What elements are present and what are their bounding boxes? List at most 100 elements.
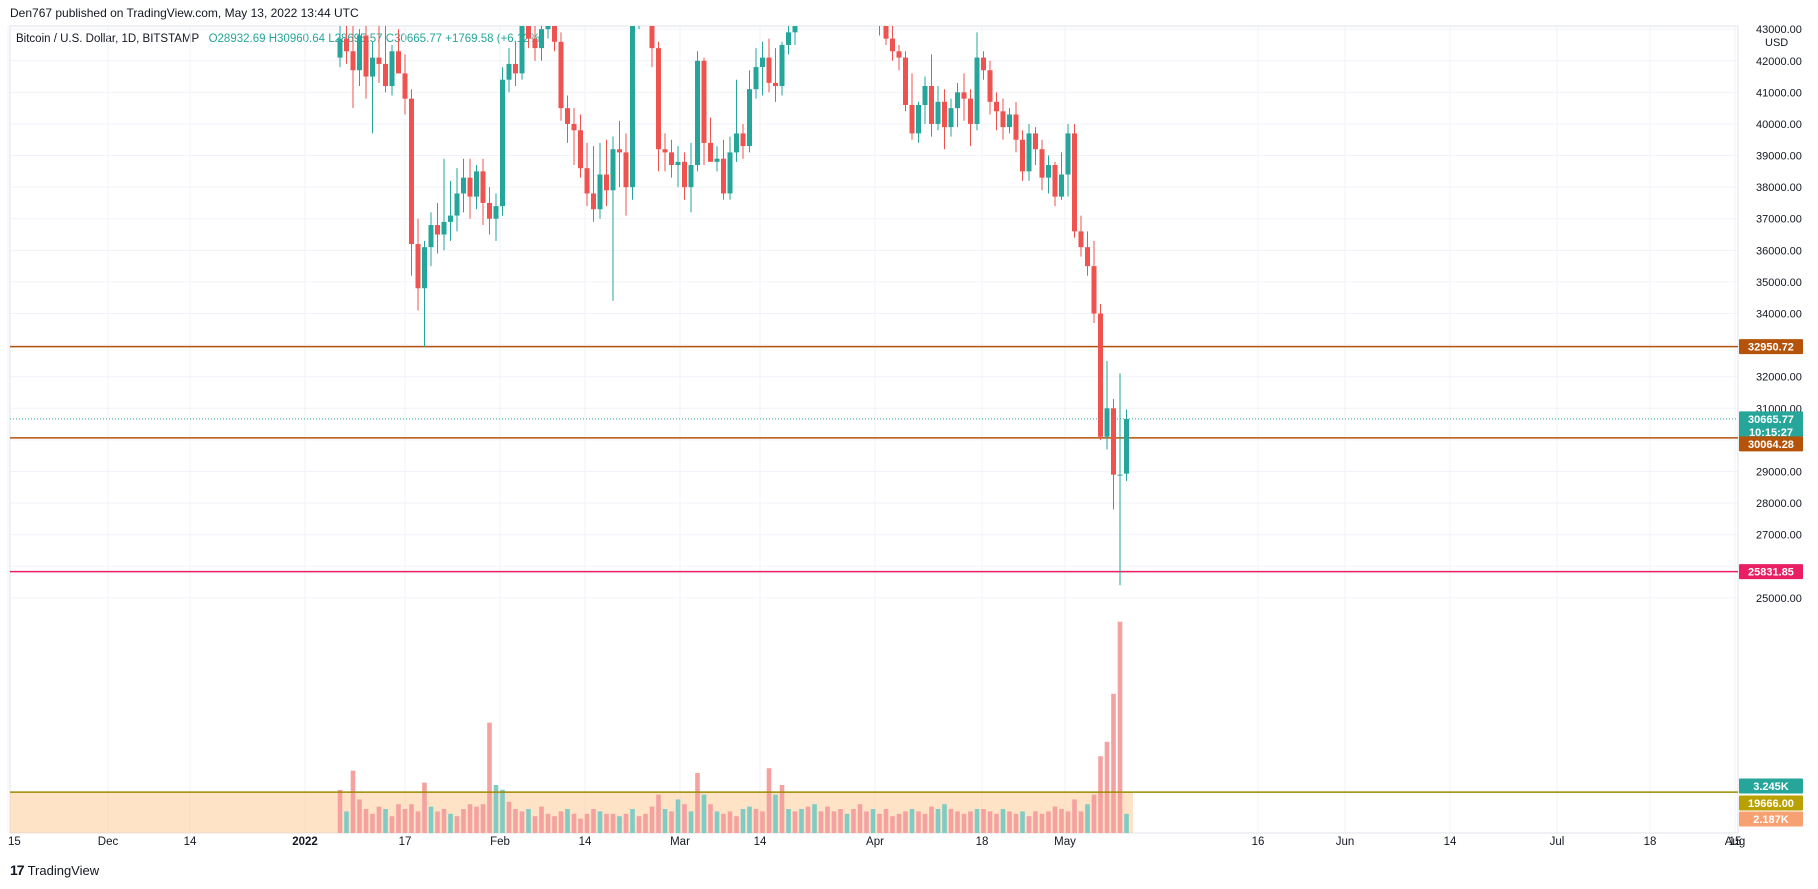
volume-bar — [1104, 741, 1110, 833]
candle-body — [571, 123, 577, 131]
candle-body — [649, 26, 655, 49]
price-axis: 25000.0027000.0028000.0029000.0030000.00… — [1756, 24, 1802, 605]
candle-body — [916, 104, 921, 134]
candle-body — [994, 101, 999, 112]
candle-body — [487, 202, 492, 219]
candle-body — [1111, 408, 1116, 475]
candle-body — [753, 67, 759, 90]
candle-body — [701, 60, 707, 143]
volume-bar — [1013, 813, 1019, 833]
time-tick-label: Dec — [98, 836, 119, 848]
volume-bar — [864, 811, 869, 833]
candle-body — [474, 171, 479, 197]
candle-body — [1000, 111, 1006, 128]
volume-bar — [1026, 816, 1032, 833]
ohlc-high: H30960.64 — [268, 33, 325, 45]
price-tick-label: 35000.00 — [1756, 277, 1802, 289]
volume-bar — [513, 809, 518, 833]
time-axis: 15 Dec 14 2022 17 Feb 14 Mar 14 Apr 18 May 16 Jun 14 Ju… — [8, 836, 1745, 848]
volume-bar — [669, 811, 674, 833]
volume-bar — [519, 811, 525, 833]
candle-body — [1013, 114, 1019, 140]
ohlc-close: C30665.77 — [385, 33, 443, 45]
candle-body — [344, 38, 349, 52]
volume-bar — [1091, 794, 1097, 833]
candle-body — [350, 51, 356, 71]
volume-bar — [779, 785, 785, 833]
candle-body — [441, 221, 447, 235]
candle-body — [558, 41, 564, 109]
candle-body — [383, 63, 388, 87]
volume-bar — [1117, 621, 1123, 833]
volume-bar — [1007, 811, 1012, 833]
candle-body — [942, 101, 947, 128]
volume-bar — [643, 813, 648, 833]
candle-body — [506, 63, 512, 80]
candle-body — [1007, 114, 1012, 128]
volume-low-tag-box — [1739, 811, 1803, 827]
volume-bar — [597, 811, 603, 833]
volume-bar — [1078, 811, 1084, 833]
candle-body — [955, 92, 960, 109]
candle-body — [1020, 139, 1025, 172]
candle-body — [1085, 247, 1090, 267]
volume-bar — [350, 770, 356, 833]
candle-body — [1124, 418, 1129, 474]
volume-bar — [578, 818, 583, 833]
tradingview-wordmark[interactable]: TradingView — [27, 862, 100, 878]
volume-bar — [363, 809, 369, 833]
candle-body — [415, 244, 421, 289]
price-tick-label: 36000.00 — [1756, 245, 1802, 257]
volume-bar — [630, 809, 635, 833]
candle-body — [428, 225, 434, 248]
volume-bar — [506, 801, 512, 833]
ohlc-open: O28932.69 — [208, 33, 266, 45]
volume-bar — [422, 782, 427, 833]
candle-body — [461, 177, 466, 194]
volume-bar — [526, 809, 531, 833]
volume-bar — [357, 799, 362, 833]
volume-bar — [1046, 811, 1051, 833]
volume-bar — [565, 809, 570, 833]
volume-bar — [1033, 811, 1038, 833]
volume-bar — [701, 794, 707, 833]
candle-body — [545, 26, 551, 30]
volume-bar — [922, 813, 928, 833]
volume-bar — [942, 804, 947, 833]
volume-bar — [961, 813, 967, 833]
volume-tag-text: 3.245K — [1753, 781, 1789, 793]
time-tick-label: 18 — [976, 836, 989, 848]
candle-body — [1072, 133, 1077, 232]
time-tick-label: Jun — [1336, 836, 1355, 848]
volume-bar — [571, 813, 577, 833]
candle-body — [578, 130, 583, 169]
volume-bar — [467, 804, 473, 833]
candle-body — [610, 149, 616, 191]
candle-body — [1052, 165, 1058, 197]
volume-bar — [851, 809, 856, 833]
volume-bar — [1065, 811, 1071, 833]
candle-body — [1039, 149, 1045, 178]
volume-low-tag: 2.187K — [1739, 811, 1803, 827]
tradingview-logo-icon: 17 — [10, 862, 25, 878]
time-tick-label: 15 — [8, 836, 21, 848]
level-tag-text: 32950.72 — [1748, 342, 1794, 354]
candle-body — [448, 215, 453, 222]
volume-bar — [480, 804, 486, 833]
candle-body — [779, 44, 785, 87]
volume-bar — [708, 804, 713, 833]
candle-body — [337, 38, 343, 58]
candle-body — [396, 51, 401, 74]
volume-bar — [760, 811, 765, 833]
volume-bar — [805, 806, 811, 833]
volume-bar — [994, 813, 999, 833]
volume-bar — [493, 785, 499, 833]
volume-bar — [344, 811, 349, 833]
volume-bar — [831, 811, 837, 833]
volume-bar — [461, 809, 466, 833]
volume-bar — [844, 813, 850, 833]
candle-body — [467, 177, 473, 197]
volume-low-tag-text: 2.187K — [1753, 814, 1789, 826]
